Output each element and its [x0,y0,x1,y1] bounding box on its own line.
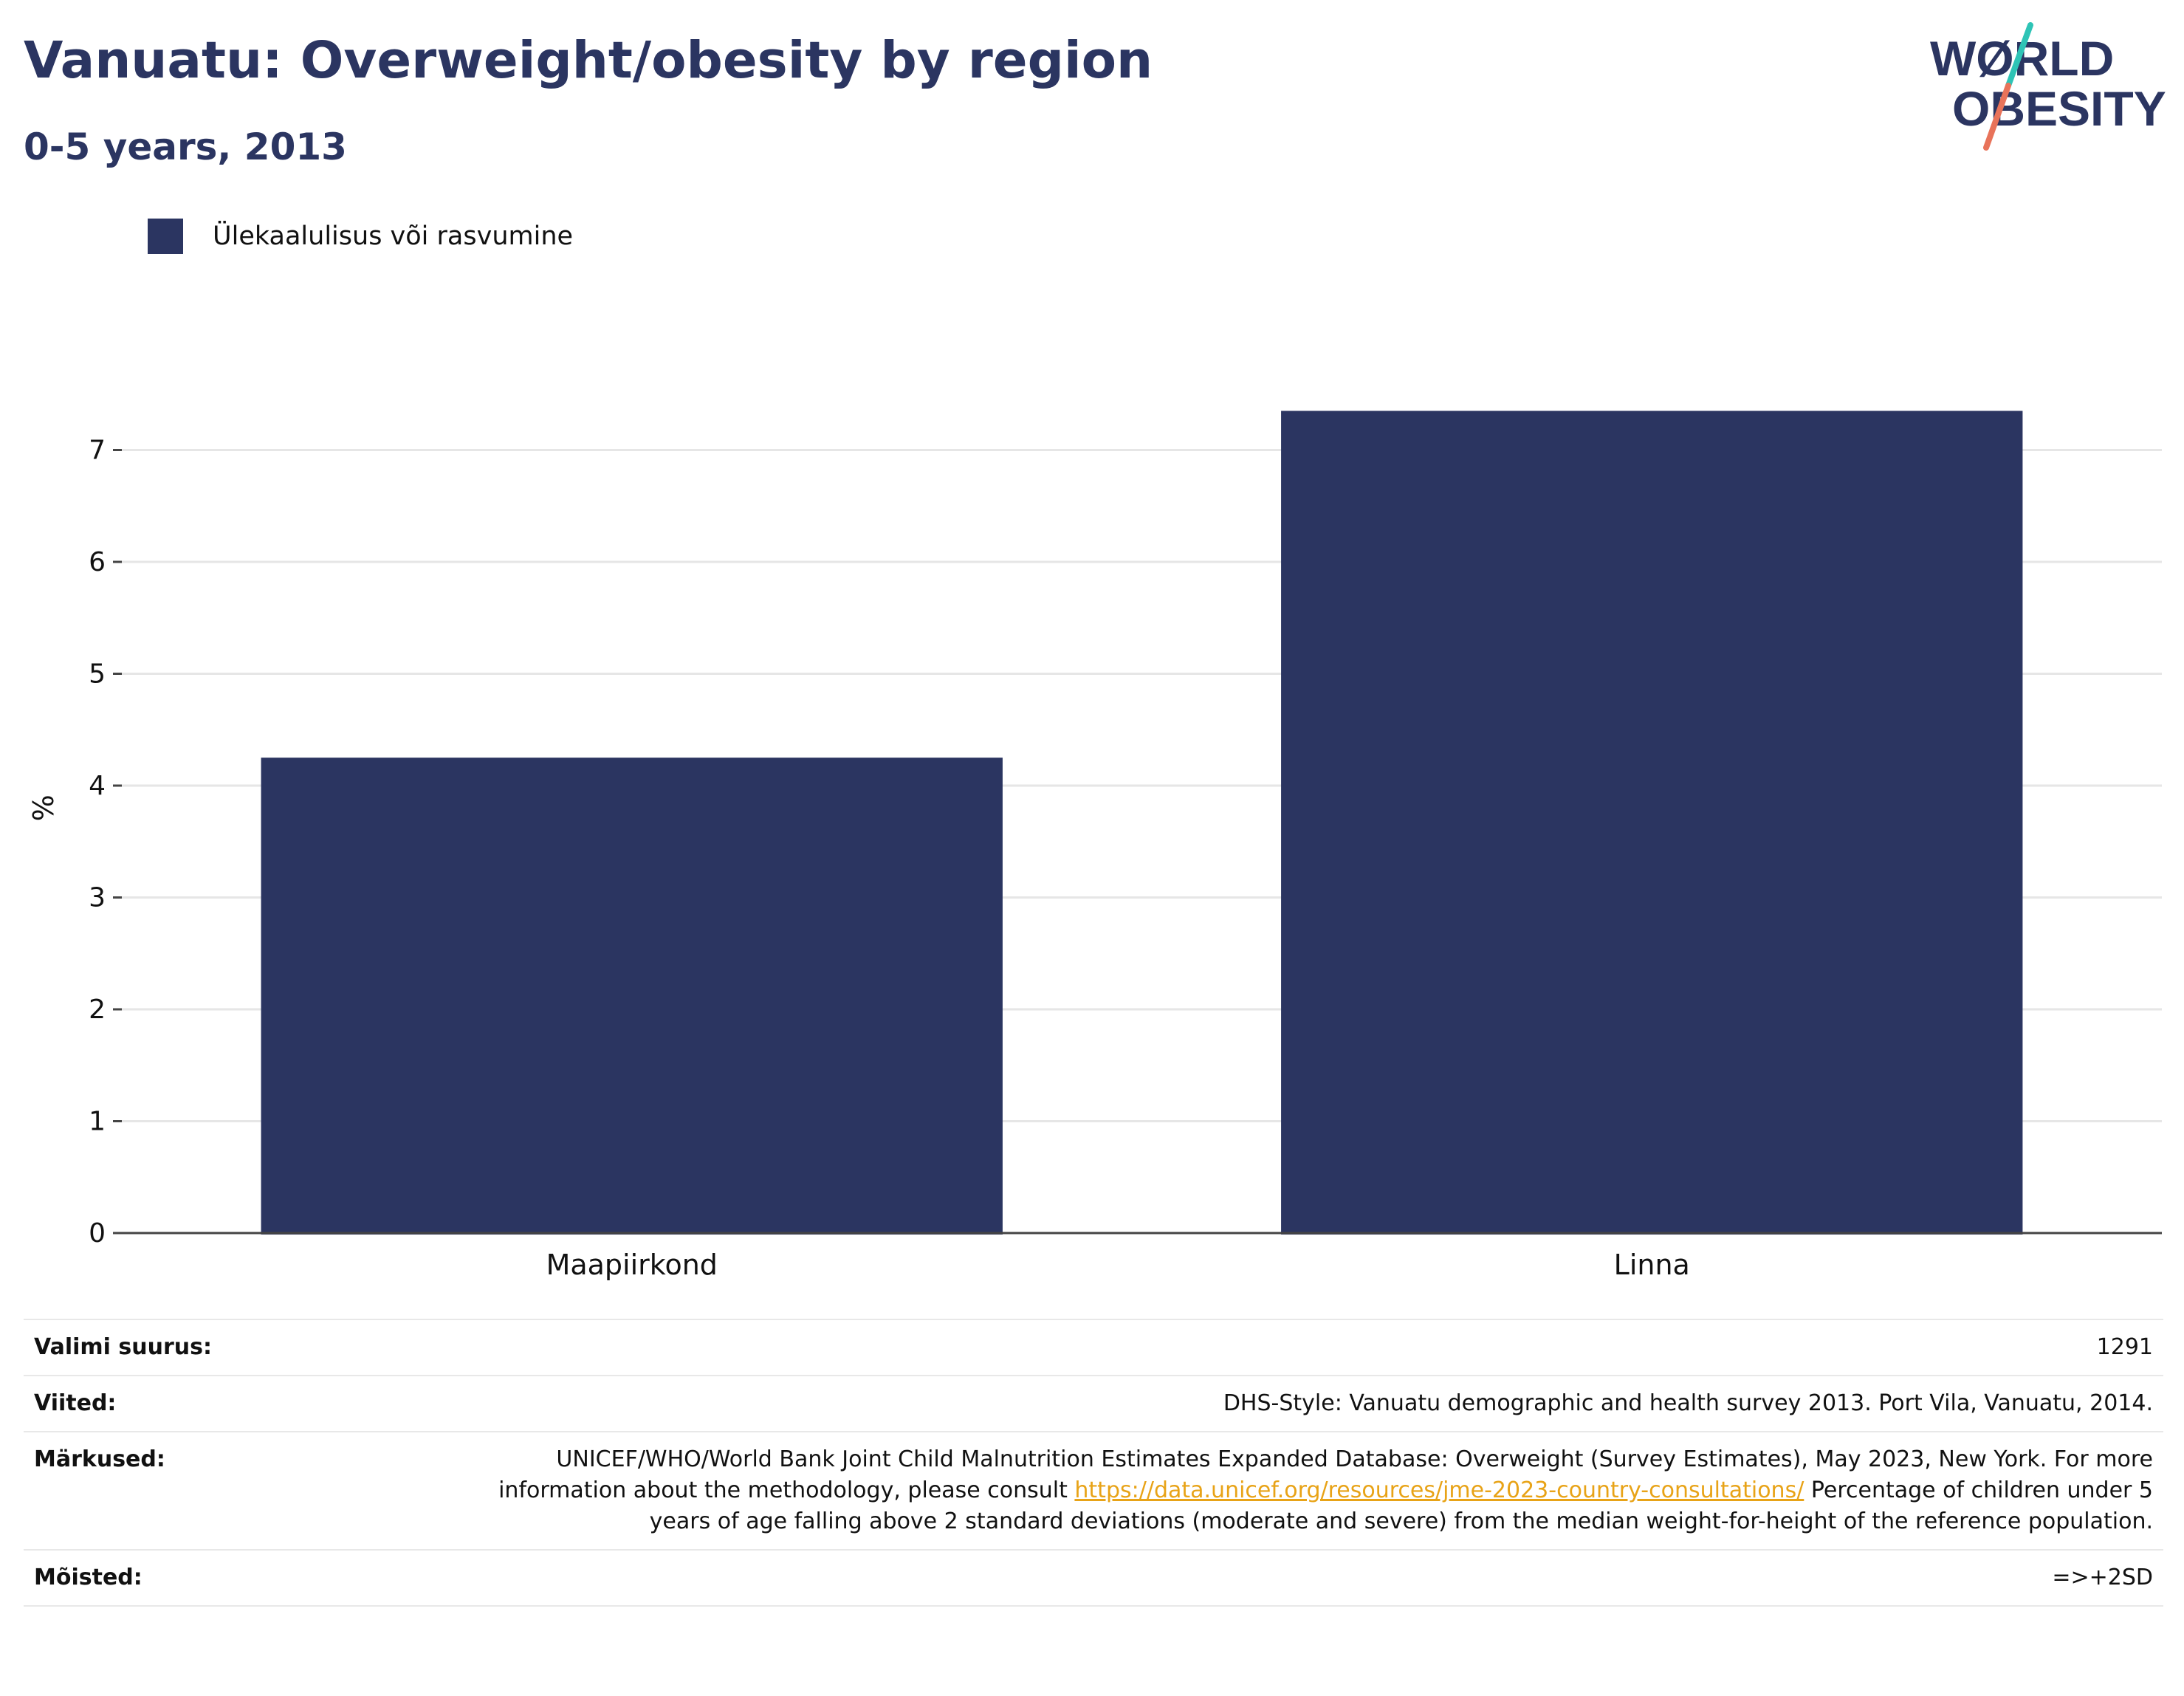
references-row: Viited: DHS-Style: Vanuatu demographic a… [24,1375,2163,1432]
y-tick-label: 5 [89,659,106,690]
legend-label: Ülekaalulisus või rasvumine [213,222,574,251]
notes-text-1: UNICEF/WHO/World Bank Joint Child Malnut… [498,1446,2153,1503]
chart-legend: Ülekaalulisus või rasvumine [148,219,573,254]
page-title: Vanuatu: Overweight/obesity by region [24,31,1153,90]
notes-text-2: Percentage of children under 5 years of … [649,1477,2153,1534]
x-tick-label: Maapiirkond [546,1249,718,1281]
sample-size-label: Valimi suurus: [24,1319,458,1376]
definitions-value: =>+2SD [458,1549,2163,1607]
y-tick-label: 4 [89,771,106,801]
world-obesity-logo: WØRLD OBESITY [1930,22,2166,151]
notes-value: UNICEF/WHO/World Bank Joint Child Malnut… [458,1431,2163,1551]
bar [1281,411,2023,1235]
y-tick-label: 2 [89,995,106,1025]
page-subtitle: 0-5 years, 2013 [24,126,347,168]
logo-text-world: WØRLD [1930,31,2114,86]
notes-row: Märkused: UNICEF/WHO/World Bank Joint Ch… [24,1431,2163,1551]
references-value: DHS-Style: Vanuatu demographic and healt… [458,1375,2163,1432]
logo-slash-coral [1983,83,2011,151]
logo-text-obesity: OBESITY [1952,81,2166,136]
definitions-row: Mõisted: =>+2SD [24,1549,2163,1607]
y-tick-label: 0 [89,1218,106,1249]
metadata-table: Valimi suurus: 1291 Viited: DHS-Style: V… [24,1319,2163,1607]
logo-slash-teal [2005,22,2033,89]
bar-chart: 0 1 2 3 4 5 6 7% Maapiirkond Linna [27,411,2162,1281]
y-axis-title: % [27,794,60,821]
sample-size-row: Valimi suurus: 1291 [24,1319,2163,1376]
y-tick-label: 1 [89,1107,106,1137]
legend-swatch [148,219,183,254]
y-tick-label: 6 [89,547,106,577]
references-label: Viited: [24,1375,458,1432]
y-tick-label: 3 [89,883,106,913]
sample-size-value: 1291 [458,1319,2163,1376]
notes-label: Märkused: [24,1431,458,1551]
definitions-label: Mõisted: [24,1549,458,1607]
y-tick-label: 7 [89,436,106,466]
x-tick-label: Linna [1614,1249,1690,1281]
notes-link[interactable]: https://data.unicef.org/resources/jme-20… [1074,1477,1804,1503]
bar [261,758,1003,1235]
